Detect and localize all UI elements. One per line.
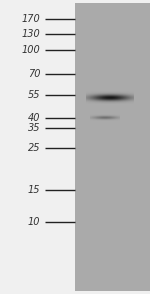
- Text: 15: 15: [28, 185, 40, 195]
- Bar: [75, 3, 150, 291]
- Text: 25: 25: [28, 143, 40, 153]
- Text: 35: 35: [28, 123, 40, 133]
- Text: 100: 100: [22, 46, 40, 56]
- Text: 170: 170: [22, 14, 40, 24]
- Text: 40: 40: [28, 113, 40, 123]
- Text: 70: 70: [28, 69, 40, 78]
- Text: 10: 10: [28, 217, 40, 227]
- Text: 130: 130: [22, 29, 40, 39]
- Bar: [0, 3, 75, 291]
- Text: 55: 55: [28, 90, 40, 100]
